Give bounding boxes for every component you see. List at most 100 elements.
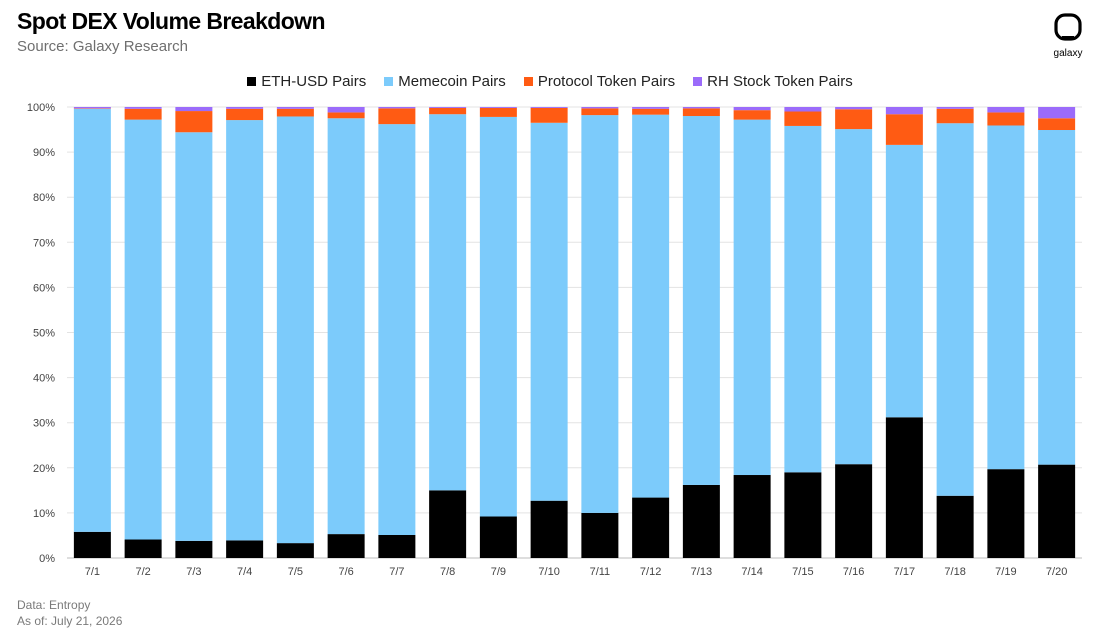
bar-segment-eth-usd-pairs <box>226 540 264 558</box>
bar-segment-rh-stock-token-pairs <box>327 107 365 113</box>
chart-title: Spot DEX Volume Breakdown <box>17 8 326 34</box>
bar-segment-protocol-token-pairs <box>885 114 923 145</box>
bar-segment-protocol-token-pairs <box>682 108 720 117</box>
bar-segment-protocol-token-pairs <box>429 107 467 115</box>
x-tick-label: 7/13 <box>691 566 712 578</box>
bar-segment-eth-usd-pairs <box>936 495 974 558</box>
bar-segment-eth-usd-pairs <box>632 497 670 558</box>
y-tick-label: 100% <box>27 102 55 114</box>
bar-segment-eth-usd-pairs <box>429 490 467 558</box>
bar-segment-protocol-token-pairs <box>987 112 1025 126</box>
bar-segment-rh-stock-token-pairs <box>124 107 162 109</box>
x-tick-label: 7/8 <box>440 566 455 578</box>
x-tick-label: 7/16 <box>843 566 864 578</box>
bar-segment-memecoin-pairs <box>632 114 670 498</box>
bar-segment-protocol-token-pairs <box>733 110 771 120</box>
bar-segment-protocol-token-pairs <box>632 108 670 115</box>
galaxy-logo: galaxy <box>1046 12 1090 59</box>
bar-segment-rh-stock-token-pairs <box>885 107 923 115</box>
y-tick-label: 10% <box>33 508 55 520</box>
bar-segment-rh-stock-token-pairs <box>479 107 517 108</box>
legend-swatch-eth-usd <box>247 77 257 86</box>
y-tick-label: 20% <box>33 463 55 475</box>
bar-segment-rh-stock-token-pairs <box>632 107 670 109</box>
x-tick-label: 7/9 <box>491 566 506 578</box>
bar-segment-rh-stock-token-pairs <box>1038 107 1076 119</box>
bar-segment-eth-usd-pairs <box>327 534 365 558</box>
x-tick-label: 7/18 <box>944 566 965 578</box>
bar-segment-protocol-token-pairs <box>581 108 619 116</box>
bar-segment-rh-stock-token-pairs <box>733 107 771 111</box>
bar-segment-eth-usd-pairs <box>1038 464 1076 558</box>
bar-segment-protocol-token-pairs <box>226 108 264 121</box>
bar-segment-protocol-token-pairs <box>327 112 365 119</box>
x-tick-label: 7/6 <box>338 566 353 578</box>
x-tick-label: 7/12 <box>640 566 661 578</box>
bar-segment-memecoin-pairs <box>479 116 517 517</box>
bar-segment-protocol-token-pairs <box>124 108 162 120</box>
bar-segment-rh-stock-token-pairs <box>429 107 467 108</box>
y-tick-label: 0% <box>39 553 55 565</box>
legend-label-memecoin: Memecoin Pairs <box>398 73 506 90</box>
y-tick-label: 90% <box>33 147 55 159</box>
x-tick-label: 7/10 <box>538 566 559 578</box>
bar-segment-protocol-token-pairs <box>276 108 314 117</box>
bar-segment-memecoin-pairs <box>885 144 923 418</box>
bar-segment-memecoin-pairs <box>835 129 873 465</box>
bar-segment-eth-usd-pairs <box>530 500 568 558</box>
bar-segment-rh-stock-token-pairs <box>276 107 314 109</box>
bar-segment-memecoin-pairs <box>682 116 720 485</box>
bar-segment-memecoin-pairs <box>175 132 213 541</box>
galaxy-logo-icon <box>1054 13 1082 41</box>
bar-segment-eth-usd-pairs <box>124 539 162 558</box>
x-tick-label: 7/4 <box>237 566 252 578</box>
legend-item-protocol: Protocol Token Pairs <box>523 73 675 90</box>
bar-segment-memecoin-pairs <box>530 122 568 501</box>
bar-segment-eth-usd-pairs <box>835 464 873 558</box>
bar-segment-memecoin-pairs <box>733 119 771 476</box>
bar-segment-protocol-token-pairs <box>784 111 822 126</box>
legend-label-eth-usd: ETH-USD Pairs <box>261 73 367 90</box>
bar-segment-protocol-token-pairs <box>1038 118 1076 131</box>
x-tick-label: 7/3 <box>186 566 201 578</box>
legend-swatch-rh-stock <box>693 77 703 86</box>
chart-legend: ETH-USD Pairs Memecoin Pairs Protocol To… <box>0 73 1100 90</box>
bar-segment-eth-usd-pairs <box>733 475 771 558</box>
bar-segment-memecoin-pairs <box>987 125 1025 470</box>
bar-segment-memecoin-pairs <box>226 120 264 541</box>
bar-segment-rh-stock-token-pairs <box>175 107 213 112</box>
y-tick-label: 60% <box>33 282 55 294</box>
bar-segment-memecoin-pairs <box>327 118 365 535</box>
x-tick-label: 7/11 <box>590 566 611 578</box>
logo-text: galaxy <box>1053 48 1083 59</box>
x-tick-label: 7/20 <box>1046 566 1067 578</box>
bar-segment-rh-stock-token-pairs <box>378 107 416 109</box>
legend-item-rh-stock: RH Stock Token Pairs <box>693 73 853 90</box>
bar-segment-memecoin-pairs <box>378 124 416 535</box>
bar-segment-memecoin-pairs <box>73 108 111 532</box>
bar-segment-memecoin-pairs <box>581 115 619 513</box>
data-source-note: Data: Entropy <box>17 598 91 612</box>
bar-segment-eth-usd-pairs <box>581 512 619 558</box>
y-tick-label: 70% <box>33 237 55 249</box>
y-tick-label: 30% <box>33 418 55 430</box>
bar-segment-memecoin-pairs <box>784 125 822 473</box>
y-tick-label: 80% <box>33 192 55 204</box>
bar-segment-eth-usd-pairs <box>73 531 111 558</box>
legend-item-memecoin: Memecoin Pairs <box>384 73 506 90</box>
bar-segment-protocol-token-pairs <box>175 111 213 133</box>
bar-segment-protocol-token-pairs <box>835 109 873 130</box>
x-tick-label: 7/19 <box>995 566 1016 578</box>
bar-segment-rh-stock-token-pairs <box>73 107 111 109</box>
chart-subtitle: Source: Galaxy Research <box>17 38 188 55</box>
legend-item-eth-usd: ETH-USD Pairs <box>247 73 366 90</box>
bar-segment-protocol-token-pairs <box>378 108 416 125</box>
x-tick-label: 7/14 <box>741 566 762 578</box>
bar-segment-memecoin-pairs <box>276 116 314 544</box>
x-tick-label: 7/5 <box>288 566 303 578</box>
as-of-date: As of: July 21, 2026 <box>17 614 123 628</box>
bar-segment-eth-usd-pairs <box>175 540 213 558</box>
bar-segment-protocol-token-pairs <box>479 107 517 117</box>
bar-segment-protocol-token-pairs <box>936 108 974 124</box>
